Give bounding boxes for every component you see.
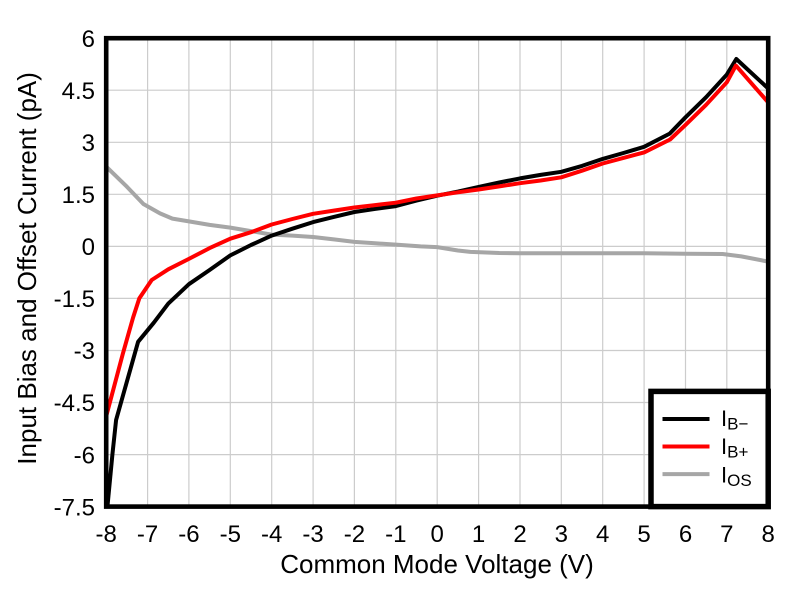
svg-text:0: 0 — [431, 521, 444, 548]
svg-text:-1.5: -1.5 — [54, 286, 95, 313]
svg-text:-5: -5 — [220, 521, 241, 548]
svg-text:7: 7 — [720, 521, 733, 548]
svg-text:4: 4 — [596, 521, 609, 548]
svg-text:Common Mode Voltage (V): Common Mode Voltage (V) — [280, 549, 594, 579]
svg-text:1: 1 — [472, 521, 485, 548]
svg-text:Input Bias and Offset Current: Input Bias and Offset Current (pA) — [12, 72, 42, 465]
svg-text:3: 3 — [555, 521, 568, 548]
svg-text:4.5: 4.5 — [62, 78, 95, 105]
svg-text:-7: -7 — [137, 521, 158, 548]
svg-text:1.5: 1.5 — [62, 182, 95, 209]
svg-text:-3: -3 — [302, 521, 323, 548]
svg-text:3: 3 — [82, 130, 95, 157]
svg-text:0: 0 — [82, 234, 95, 261]
svg-text:-2: -2 — [344, 521, 365, 548]
svg-text:8: 8 — [762, 521, 775, 548]
svg-text:-6: -6 — [178, 521, 199, 548]
svg-text:2: 2 — [513, 521, 526, 548]
svg-text:6: 6 — [679, 521, 692, 548]
svg-text:-4: -4 — [261, 521, 282, 548]
svg-text:-6: -6 — [74, 442, 95, 469]
svg-text:5: 5 — [637, 521, 650, 548]
svg-text:-1: -1 — [385, 521, 406, 548]
svg-text:-8: -8 — [96, 521, 117, 548]
svg-text:6: 6 — [82, 26, 95, 53]
svg-text:IB+: IB+ — [721, 434, 748, 462]
svg-text:-7.5: -7.5 — [54, 494, 95, 521]
svg-text:-4.5: -4.5 — [54, 390, 95, 417]
svg-text:-3: -3 — [74, 338, 95, 365]
